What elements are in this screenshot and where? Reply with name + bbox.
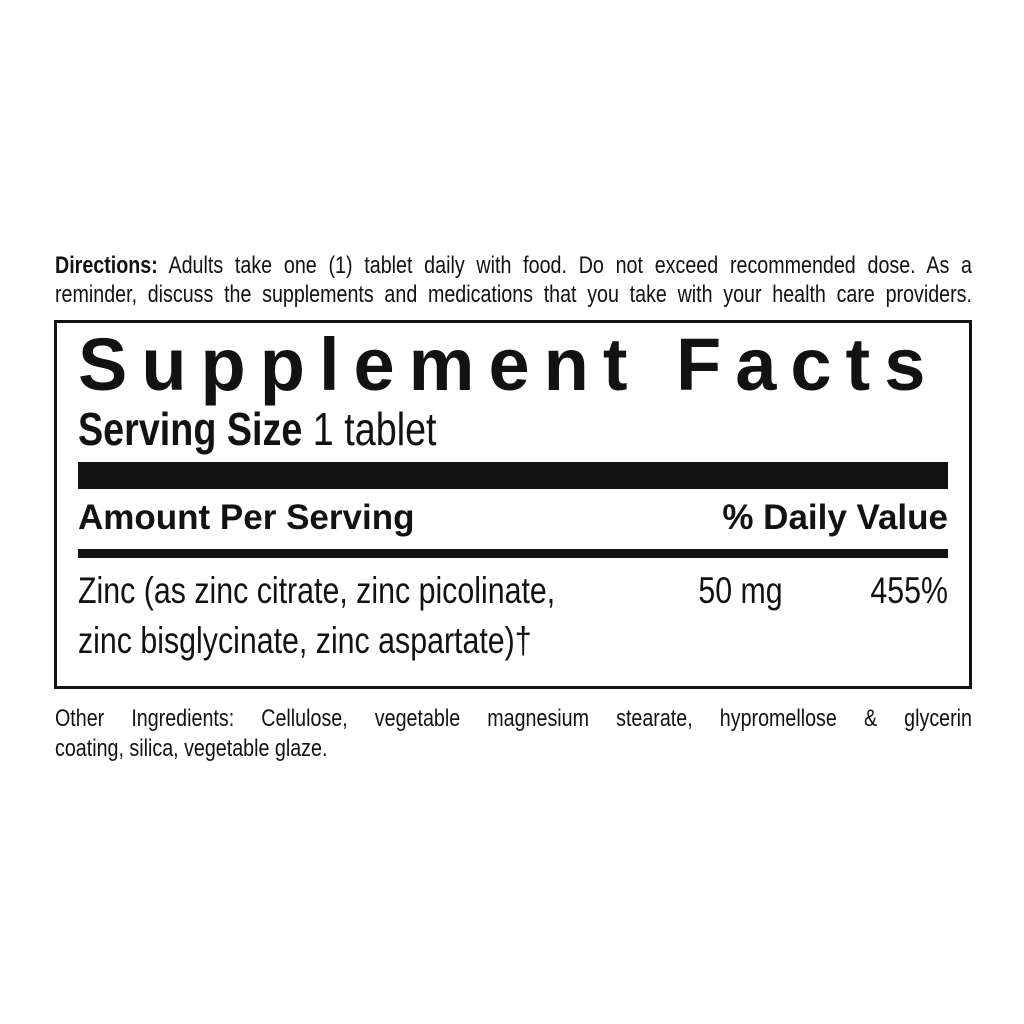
directions-paragraph: Directions: Adults take one (1) tablet d… [55,251,972,309]
serving-size-label: Serving Size [78,403,303,455]
amount-per-serving-header: Amount Per Serving [78,498,415,537]
nutrient-amount: 50 mg [698,570,783,611]
percent-daily-value-header: % Daily Value [722,498,948,537]
nutrient-name: Zinc (as zinc citrate, zinc picolinate, … [78,566,672,666]
directions-text: Adults take one (1) tablet daily with fo… [157,252,972,279]
nutrient-row-zinc: Zinc (as zinc citrate, zinc picolinate, … [78,566,948,666]
medium-divider-bar [78,549,948,558]
nutrient-name-line-2: zinc bisglycinate, zinc aspartate)† [78,620,532,661]
serving-size-value: 1 tablet [302,403,437,455]
directions-line-2: reminder, discuss the supplements and me… [55,281,972,308]
other-ingredients-line-2: coating, silica, vegetable glaze. [55,735,328,762]
thick-divider-bar [78,462,948,489]
other-ingredients-line-1: Other Ingredients: Cellulose, vegetable … [55,705,972,732]
directions-line-1: Directions: Adults take one (1) tablet d… [55,251,972,280]
supplement-facts-title: Supplement Facts [78,323,940,406]
nutrient-name-line-1: Zinc (as zinc citrate, zinc picolinate, [78,570,556,611]
supplement-facts-panel: Supplement Facts Serving Size 1 tablet A… [54,320,972,689]
serving-size-line: Serving Size 1 tablet [78,405,948,453]
other-ingredients-paragraph: Other Ingredients: Cellulose, vegetable … [55,704,972,764]
directions-label: Directions: [55,252,158,279]
nutrient-daily-value: 455% [870,570,948,611]
facts-column-headers: Amount Per Serving % Daily Value [78,496,948,540]
